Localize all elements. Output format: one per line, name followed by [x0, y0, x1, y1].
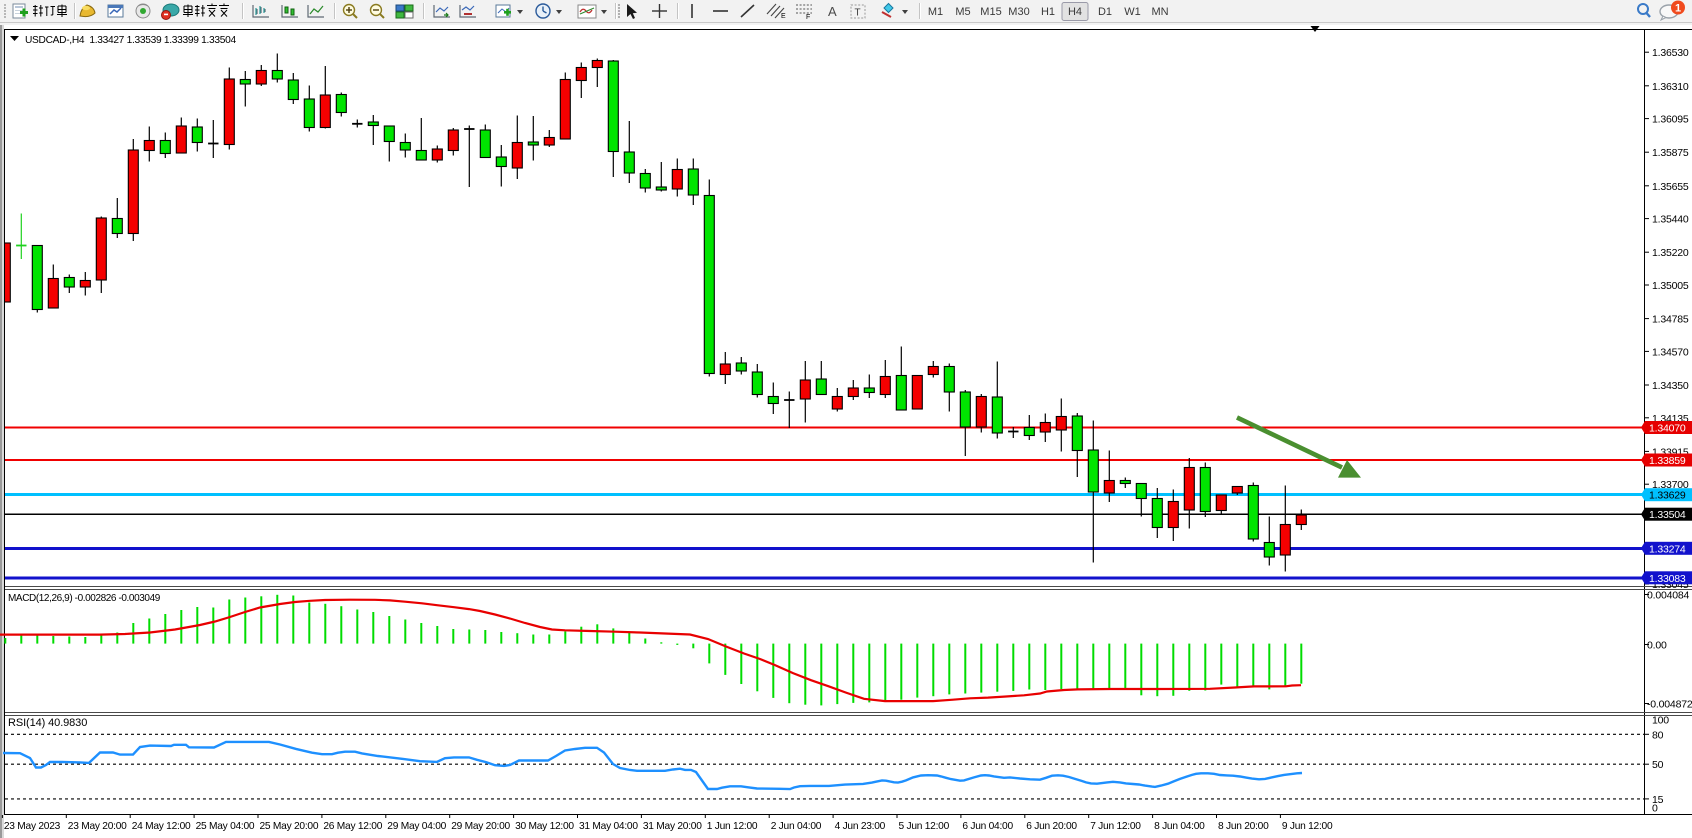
svg-text:8 Jun 04:00: 8 Jun 04:00	[1154, 821, 1205, 832]
svg-text:50: 50	[1652, 759, 1664, 771]
svg-text:25 May 20:00: 25 May 20:00	[260, 821, 319, 832]
svg-text:T: T	[855, 8, 861, 19]
svg-text:15: 15	[1652, 794, 1664, 806]
svg-text:MN: MN	[1151, 6, 1168, 18]
svg-text:H1: H1	[1041, 6, 1055, 18]
svg-text:1.36095: 1.36095	[1652, 114, 1689, 126]
svg-text:1.33504: 1.33504	[1649, 509, 1686, 521]
svg-text:-0.004872: -0.004872	[1647, 699, 1692, 711]
svg-text:1.34350: 1.34350	[1652, 380, 1689, 392]
svg-text:0: 0	[1652, 803, 1658, 815]
svg-text:1.34785: 1.34785	[1652, 314, 1689, 326]
svg-text:F: F	[806, 14, 810, 21]
svg-text:31 May 04:00: 31 May 04:00	[579, 821, 638, 832]
svg-text:RSI(14) 40.9830: RSI(14) 40.9830	[8, 717, 87, 729]
svg-text:5 Jun 12:00: 5 Jun 12:00	[899, 821, 950, 832]
svg-text:8 Jun 20:00: 8 Jun 20:00	[1218, 821, 1269, 832]
svg-text:23 May 2023: 23 May 2023	[4, 821, 61, 832]
svg-text:1.35655: 1.35655	[1652, 181, 1689, 193]
svg-text:100: 100	[1652, 715, 1669, 727]
svg-text:1 Jun 12:00: 1 Jun 12:00	[707, 821, 758, 832]
svg-text:USDCAD-,H4 1.33427 1.33539 1.: USDCAD-,H4 1.33427 1.33539 1.33399 1.335…	[25, 35, 236, 46]
svg-text:80: 80	[1652, 729, 1664, 741]
svg-text:7 Jun 12:00: 7 Jun 12:00	[1090, 821, 1141, 832]
svg-text:1.33274: 1.33274	[1649, 543, 1686, 555]
svg-text:1.36530: 1.36530	[1652, 47, 1689, 59]
svg-text:2 Jun 04:00: 2 Jun 04:00	[771, 821, 822, 832]
svg-text:W1: W1	[1124, 6, 1141, 18]
svg-text:1.35005: 1.35005	[1652, 280, 1689, 292]
svg-text:M1: M1	[928, 6, 943, 18]
svg-text:1.34070: 1.34070	[1649, 423, 1686, 435]
svg-text:29 May 04:00: 29 May 04:00	[387, 821, 446, 832]
svg-text:M5: M5	[955, 6, 970, 18]
svg-text:0.004084: 0.004084	[1647, 590, 1690, 602]
svg-text:23 May 20:00: 23 May 20:00	[68, 821, 127, 832]
svg-text:1.33629: 1.33629	[1649, 490, 1686, 502]
svg-text:1.33859: 1.33859	[1649, 455, 1686, 467]
svg-text:25 May 04:00: 25 May 04:00	[196, 821, 255, 832]
svg-text:M15: M15	[980, 6, 1001, 18]
svg-text:MACD(12,26,9) -0.002826 -0.003: MACD(12,26,9) -0.002826 -0.003049	[8, 593, 161, 604]
svg-text:4 Jun 23:00: 4 Jun 23:00	[835, 821, 886, 832]
svg-text:6 Jun 04:00: 6 Jun 04:00	[962, 821, 1013, 832]
svg-text:1.35220: 1.35220	[1652, 247, 1689, 259]
svg-text:A: A	[828, 4, 837, 19]
svg-text:D1: D1	[1098, 6, 1112, 18]
svg-text:0.00: 0.00	[1647, 640, 1667, 652]
svg-text:9 Jun 12:00: 9 Jun 12:00	[1282, 821, 1333, 832]
svg-text:1.33083: 1.33083	[1649, 573, 1686, 585]
svg-text:6 Jun 20:00: 6 Jun 20:00	[1026, 821, 1077, 832]
svg-text:M30: M30	[1008, 6, 1029, 18]
svg-text:1.36310: 1.36310	[1652, 81, 1689, 93]
svg-text:H4: H4	[1068, 6, 1082, 18]
svg-text:1.35875: 1.35875	[1652, 147, 1689, 159]
svg-text:1.35440: 1.35440	[1652, 214, 1689, 226]
svg-text:1.34570: 1.34570	[1652, 346, 1689, 358]
svg-text:1: 1	[1675, 3, 1681, 15]
svg-text:29 May 20:00: 29 May 20:00	[451, 821, 510, 832]
svg-text:24 May 12:00: 24 May 12:00	[132, 821, 191, 832]
svg-text:30 May 12:00: 30 May 12:00	[515, 821, 574, 832]
svg-text:26 May 12:00: 26 May 12:00	[323, 821, 382, 832]
svg-text:31 May 20:00: 31 May 20:00	[643, 821, 702, 832]
svg-text:E: E	[781, 13, 786, 20]
